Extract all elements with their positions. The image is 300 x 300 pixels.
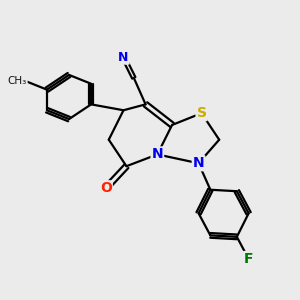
Text: O: O [100, 181, 112, 195]
Text: N: N [152, 147, 163, 161]
Text: CH₃: CH₃ [8, 76, 27, 86]
Text: F: F [244, 252, 254, 266]
Text: S: S [196, 106, 206, 120]
Text: N: N [118, 51, 129, 64]
Text: N: N [193, 156, 204, 170]
